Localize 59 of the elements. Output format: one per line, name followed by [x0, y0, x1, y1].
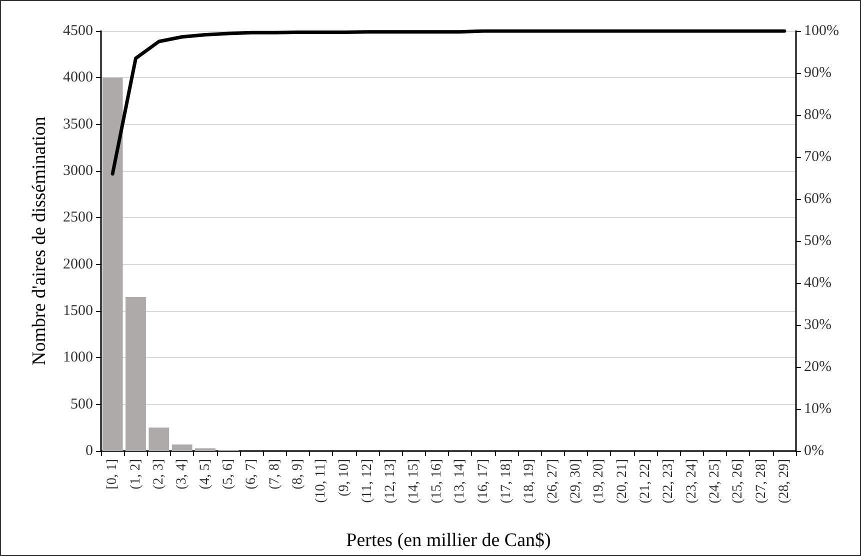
x-tick-label: [0, 1] — [105, 459, 120, 490]
x-tick-label: (20, 21] — [614, 459, 630, 504]
x-tick-label: (22, 23] — [661, 459, 676, 504]
y2-tick-label: 50% — [804, 233, 832, 249]
y-tick-label: 1500 — [63, 303, 93, 319]
x-tick-label: (3, 4] — [174, 459, 190, 490]
bar — [195, 448, 216, 451]
y-tick-label: 500 — [70, 396, 93, 412]
y-tick-label: 0 — [86, 443, 93, 459]
x-tick-label: (23, 24] — [684, 459, 700, 504]
y2-tick-label: 40% — [804, 275, 832, 291]
bar — [172, 444, 192, 451]
y-tick-label: 3500 — [63, 116, 93, 132]
y2-tick-label: 20% — [804, 359, 832, 375]
x-tick-label: (5, 6] — [220, 459, 236, 490]
x-tick-label: (11, 12] — [360, 459, 375, 503]
x-tick-label: (24, 25] — [707, 459, 722, 504]
y2-tick-label: 0% — [804, 443, 824, 459]
y2-tick-label: 90% — [804, 65, 832, 81]
x-tick-label: (7, 8] — [267, 459, 282, 490]
x-tick-label: (4, 5] — [198, 459, 213, 490]
y2-tick-label: 60% — [804, 191, 832, 207]
x-tick-label: (25, 26] — [730, 459, 746, 504]
x-tick-label: (1, 2] — [128, 459, 144, 490]
y-tick-label: 4000 — [63, 70, 93, 86]
x-tick-label: (9, 10] — [336, 459, 352, 496]
bar — [102, 78, 123, 451]
x-tick-label: (19, 20] — [592, 459, 607, 504]
y2-tick-label: 80% — [804, 107, 832, 123]
x-tick-label: (27, 28] — [754, 459, 769, 504]
x-tick-label: (10, 11] — [314, 459, 329, 503]
y-tick-label: 3000 — [63, 163, 93, 179]
x-tick-label: (18, 19] — [522, 459, 538, 504]
x-tick-label: (15, 16] — [429, 459, 444, 504]
x-tick-label: (29, 30] — [568, 459, 584, 504]
bar — [126, 297, 146, 451]
x-axis-title: Pertes (en millier de Can$) — [346, 530, 551, 551]
x-tick-label: (17, 18] — [498, 459, 514, 504]
y-axis-title: Nombre d'aires de dissémination — [29, 116, 50, 366]
x-tick-label: (28, 29] — [776, 459, 792, 504]
x-tick-label: (26, 27] — [545, 459, 560, 504]
y2-tick-label: 10% — [804, 401, 832, 417]
y2-tick-label: 100% — [804, 23, 839, 39]
x-tick-label: (6, 7] — [244, 459, 260, 490]
y-tick-label: 1000 — [63, 350, 93, 366]
y2-tick-label: 30% — [804, 317, 832, 333]
x-tick-label: (12, 13] — [383, 459, 398, 504]
y-tick-label: 4500 — [63, 23, 93, 39]
x-tick-label: (16, 17] — [476, 459, 491, 504]
x-tick-label: (13, 14] — [452, 459, 468, 504]
y-tick-label: 2500 — [63, 210, 93, 226]
bar — [148, 428, 170, 451]
y-tick-label: 2000 — [63, 256, 93, 272]
x-tick-label: (21, 22] — [638, 459, 653, 504]
line-series — [110, 29, 786, 176]
x-tick-label: (2, 3] — [151, 459, 166, 490]
x-tick-label: (8, 9] — [290, 459, 306, 490]
y2-tick-label: 70% — [804, 149, 832, 165]
x-tick-label: (14, 15] — [406, 459, 422, 504]
